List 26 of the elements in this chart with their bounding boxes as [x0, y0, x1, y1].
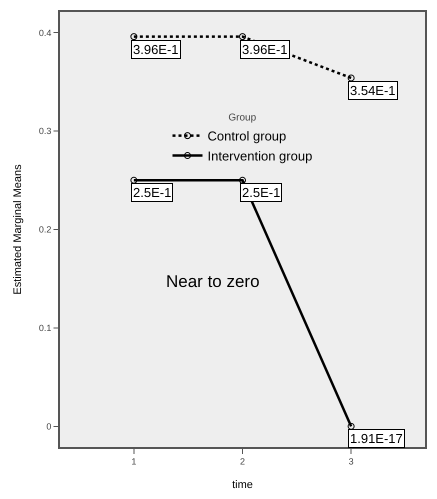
legend-title: Group [228, 112, 257, 124]
y-tick-label: 0 [46, 421, 52, 432]
data-label: 3.96E-1 [242, 42, 288, 57]
point [348, 74, 355, 82]
x-tick-label: 2 [240, 456, 246, 467]
legend-label: Control group [208, 128, 286, 144]
y-tick-label: 0.2 [38, 224, 52, 235]
x-tick-label: 1 [131, 456, 136, 467]
data-label: 2.5E-1 [242, 185, 280, 200]
point [239, 33, 246, 40]
data-label: 1.91E-17 [350, 431, 403, 446]
y-tick-label: 0.3 [38, 126, 52, 136]
legend-label: Intervention group [208, 148, 312, 164]
y-tick-label: 0.4 [38, 28, 52, 38]
point [239, 176, 246, 184]
data-label: 3.54E-1 [350, 83, 396, 98]
point [130, 33, 138, 40]
x-tick-label: 3 [348, 456, 354, 467]
point [130, 176, 138, 184]
annotation: Near to zero [166, 272, 260, 291]
data-label: 3.96E-1 [133, 42, 179, 57]
data-label: 2.5E-1 [133, 185, 172, 200]
y-axis-title: Estimated Marginal Means [12, 164, 24, 295]
point [348, 422, 355, 430]
x-axis-title: time [232, 479, 253, 492]
y-tick-label: 0.1 [38, 323, 52, 334]
